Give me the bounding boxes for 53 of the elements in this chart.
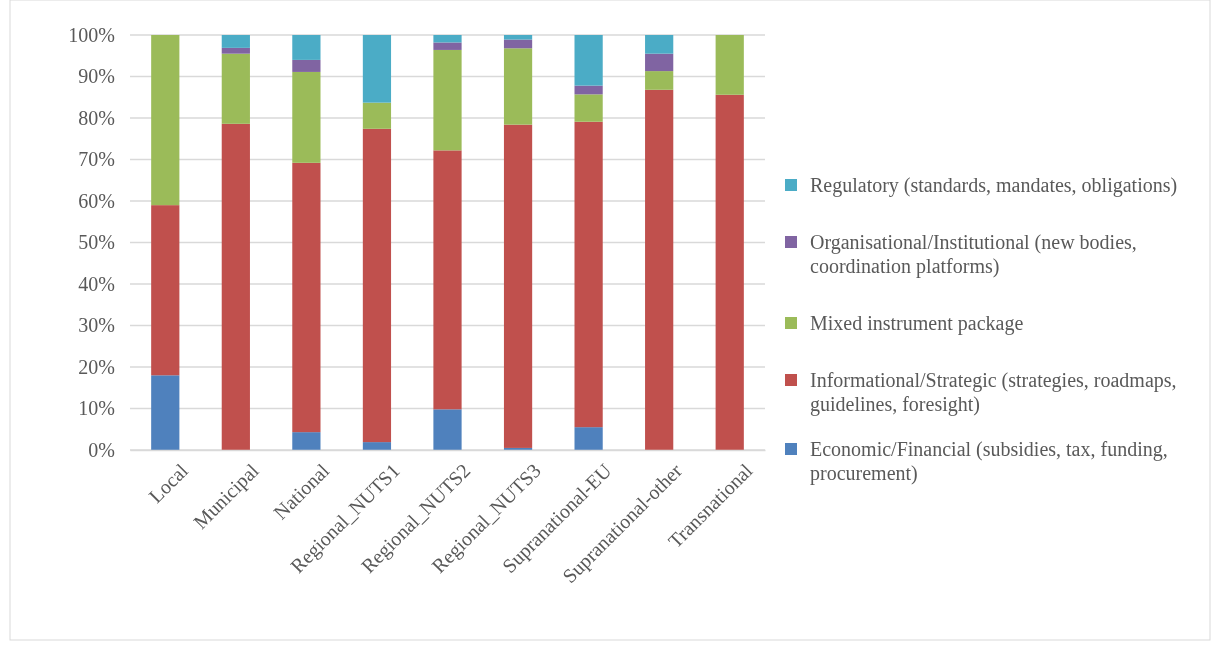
- bar: [574, 121, 603, 428]
- bar: [292, 432, 321, 450]
- bar: [433, 150, 462, 410]
- bar: [574, 85, 603, 95]
- bar: [362, 102, 392, 129]
- bar: [221, 47, 250, 54]
- legend-label: Organisational/Institutional (new bodies, coordination platforms): [810, 231, 1137, 278]
- bar: [503, 124, 533, 448]
- bar: [151, 375, 180, 450]
- y-tick-label: 30%: [78, 314, 115, 337]
- y-tick-label: 70%: [78, 148, 115, 171]
- bar: [151, 35, 180, 206]
- bar: [715, 94, 744, 450]
- y-tick-label: 100%: [68, 23, 115, 46]
- y-tick-label: 20%: [78, 355, 115, 378]
- bar: [715, 35, 744, 95]
- bar: [433, 35, 462, 43]
- bar: [292, 35, 321, 60]
- bar: [292, 59, 321, 72]
- bar: [645, 71, 674, 90]
- legend-label: Economic/Financial (subsidies, tax, funding, procurement): [810, 438, 1168, 485]
- legend-label: Regulatory (standards, mandates, obligations): [810, 174, 1178, 197]
- legend-label: Informational/Strategic (strategies, roadmaps, guidelines, foresight): [810, 369, 1177, 416]
- bar: [503, 39, 533, 49]
- legend-label: Mixed instrument package: [810, 312, 1024, 335]
- bar: [433, 42, 462, 50]
- y-tick-label: 0%: [88, 438, 115, 461]
- bar: [151, 205, 180, 376]
- bar: [292, 71, 321, 163]
- bar: [433, 49, 462, 151]
- bar: [645, 53, 674, 72]
- bar: [362, 442, 392, 450]
- bar: [221, 35, 250, 48]
- y-tick-label: 10%: [78, 397, 115, 420]
- bar: [503, 447, 533, 450]
- y-tick-label: 80%: [78, 106, 115, 129]
- y-tick-label: 40%: [78, 272, 115, 295]
- y-tick-label: 90%: [78, 65, 115, 88]
- bar: [433, 409, 462, 450]
- bar: [221, 53, 250, 124]
- bar: [645, 89, 674, 450]
- bar: [503, 48, 533, 125]
- bar: [362, 128, 392, 443]
- bar: [362, 35, 392, 103]
- bar: [645, 35, 674, 54]
- bar: [574, 94, 603, 122]
- y-tick-label: 60%: [78, 189, 115, 212]
- bar: [292, 162, 321, 433]
- bar: [574, 427, 603, 450]
- bar: [503, 35, 533, 40]
- bar: [574, 35, 603, 86]
- y-tick-label: 50%: [78, 231, 115, 254]
- bar: [221, 123, 250, 450]
